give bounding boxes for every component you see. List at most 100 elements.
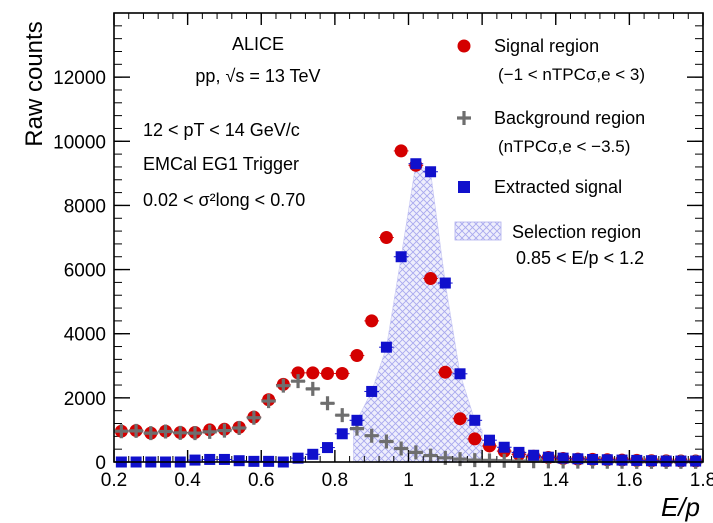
signal-point — [306, 366, 320, 380]
signal-point — [365, 314, 379, 328]
background-point — [232, 421, 247, 436]
legend-marker-signal — [457, 39, 471, 53]
legend-sub-signal: (−1 < nTPCσ,e < 3) — [498, 65, 645, 84]
signal-point — [394, 144, 408, 158]
extracted-signal-point — [601, 454, 613, 466]
signal-point — [350, 349, 364, 363]
shower-shape-label: 0.02 < σ²long < 0.70 — [143, 190, 305, 210]
extracted-signal-point — [233, 455, 245, 467]
legend-sub-background: (nTPCσ,e < −3.5) — [498, 137, 630, 156]
signal-point — [335, 366, 349, 380]
extracted-signal-point — [528, 449, 540, 461]
signal-point — [291, 366, 305, 380]
extracted-signal-point — [204, 453, 216, 465]
background-point — [187, 426, 202, 441]
extracted-signal-point — [292, 452, 304, 464]
x-tick-label: 1.2 — [469, 470, 495, 491]
plot-frame — [113, 12, 704, 463]
background-point — [408, 445, 423, 460]
y-tick-label: 10000 — [53, 132, 106, 153]
extracted-signal-point — [572, 453, 584, 465]
signal-point — [321, 366, 335, 380]
extracted-signal-point — [557, 452, 569, 464]
experiment-label: ALICE — [232, 34, 284, 54]
y-tick-label: 0 — [95, 453, 106, 474]
background-point — [453, 452, 468, 467]
signal-point — [424, 272, 438, 286]
x-tick-label: 0.6 — [248, 470, 274, 491]
signal-point — [453, 412, 467, 426]
extracted-signal-point — [498, 441, 510, 453]
y-tick-label: 12000 — [53, 68, 106, 89]
y-tick-label: 8000 — [64, 196, 106, 217]
background-point — [291, 374, 306, 389]
background-point — [173, 425, 188, 440]
extracted-signal-point — [660, 455, 672, 467]
background-point — [261, 394, 276, 409]
extracted-signal-point — [645, 455, 657, 467]
legend-label-selection: Selection region — [512, 222, 641, 242]
signal-point — [438, 365, 452, 379]
signal-point — [468, 432, 482, 446]
y-tick-label: 2000 — [64, 389, 106, 410]
extracted-signal-point — [690, 455, 702, 467]
extracted-signal-point — [189, 454, 201, 466]
extracted-signal-point — [439, 277, 451, 289]
background-point — [497, 453, 512, 468]
extracted-signal-point — [336, 428, 348, 440]
trigger-label: EMCal EG1 Trigger — [143, 154, 299, 174]
extracted-signal-point — [351, 414, 363, 426]
extracted-signal-point — [616, 454, 628, 466]
x-tick-label: 1 — [403, 470, 414, 491]
legend-label-extracted: Extracted signal — [494, 177, 622, 197]
background-point — [158, 424, 173, 439]
x-axis-title: E/p — [661, 492, 700, 522]
extracted-signal-point — [513, 446, 525, 458]
y-tick-label: 6000 — [64, 261, 106, 282]
signal-point — [379, 231, 393, 244]
extracted-signal-point — [380, 341, 392, 353]
legend: Signal region (−1 < nTPCσ,e < 3) Backgro… — [454, 36, 645, 268]
x-tick-label: 1.4 — [543, 470, 570, 491]
extracted-signal-point — [483, 434, 495, 446]
background-point — [335, 408, 350, 423]
background-point — [217, 423, 232, 438]
background-point — [276, 378, 291, 393]
background-point — [246, 410, 261, 425]
legend-marker-background — [457, 111, 471, 125]
y-tick-label: 4000 — [64, 325, 106, 346]
x-tick-label: 1.8 — [690, 470, 713, 491]
extracted-signal-point — [410, 158, 422, 170]
background-point — [394, 441, 409, 456]
collision-label: pp, √s = 13 TeV — [195, 66, 320, 86]
legend-marker-extracted — [458, 181, 470, 193]
extracted-signal-point — [542, 451, 554, 463]
background-point — [305, 381, 320, 396]
background-point — [364, 428, 379, 443]
background-point — [320, 396, 335, 411]
background-point — [202, 424, 217, 439]
background-point — [467, 453, 482, 468]
background-point — [423, 448, 438, 463]
extracted-signal-point — [675, 455, 687, 467]
extracted-signal-point — [395, 251, 407, 263]
extracted-signal-point — [587, 453, 599, 465]
pt-range-label: 12 < pT < 14 GeV/c — [143, 120, 300, 140]
y-axis-title: Raw counts — [21, 21, 48, 146]
x-tick-label: 0.2 — [101, 470, 127, 491]
x-tick-label: 1.6 — [616, 470, 642, 491]
extracted-signal-point — [631, 454, 643, 466]
legend-sub-selection: 0.85 < E/p < 1.2 — [516, 248, 644, 268]
axis-ticks: 0.2 0.4 0.6 0.8 1 1.2 1.4 1.6 1.8 0 2000 4000 6000 80… — [53, 12, 713, 491]
background-point — [482, 453, 497, 468]
extracted-signal-point — [454, 368, 466, 380]
background-point — [129, 423, 144, 438]
extracted-signal-point — [322, 442, 334, 454]
x-tick-label: 0.8 — [322, 470, 348, 491]
legend-marker-selection — [454, 221, 502, 241]
background-point — [114, 424, 129, 439]
extracted-signal-point — [366, 385, 378, 397]
background-point — [379, 434, 394, 449]
x-tick-label: 0.4 — [174, 470, 201, 491]
